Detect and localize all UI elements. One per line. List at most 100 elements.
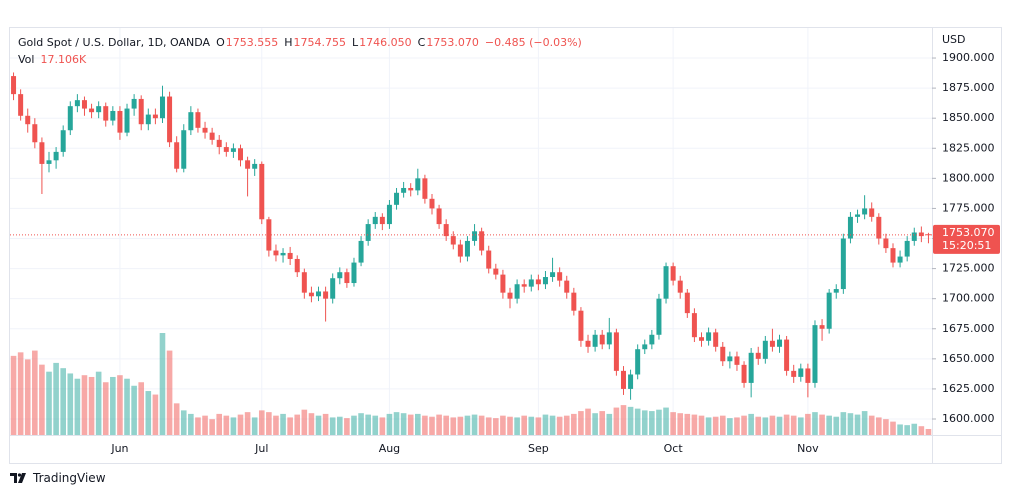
candle-body <box>748 352 754 383</box>
volume-value: 17.106K <box>40 53 87 66</box>
volume-bar <box>641 410 648 435</box>
volume-bar <box>273 415 279 435</box>
volume-bar <box>670 412 676 435</box>
volume-bar <box>471 414 478 435</box>
candle-body <box>216 139 222 148</box>
volume-bar <box>336 416 343 435</box>
y-tick-label: 1825.000 <box>942 141 995 154</box>
candle-body <box>450 236 456 245</box>
candle-body <box>699 337 704 341</box>
candle-body <box>39 142 45 164</box>
candle-body <box>493 268 499 275</box>
price-tag <box>933 224 1000 254</box>
volume-bar <box>88 376 95 435</box>
candle-body <box>81 100 87 109</box>
volume-bar <box>358 413 364 435</box>
volume-bar <box>556 416 563 435</box>
candle-body <box>301 272 307 293</box>
candle-body <box>422 178 428 199</box>
candle-body <box>557 272 563 281</box>
candle-body <box>11 76 17 95</box>
grid <box>10 28 932 435</box>
volume-bar <box>450 417 457 435</box>
candle-body <box>862 208 868 215</box>
y-tick-label: 1850.000 <box>942 111 995 124</box>
candle-body <box>649 334 655 345</box>
candle-body <box>152 114 158 119</box>
candle-body <box>507 292 513 299</box>
chart-frame <box>9 27 1002 464</box>
candle-body <box>762 340 768 359</box>
legend-value: 1754.755 <box>293 36 347 49</box>
candle-body <box>642 344 648 350</box>
volume-bar <box>379 417 386 435</box>
candle-body <box>670 266 676 281</box>
volume-bar <box>861 411 868 435</box>
candle-body <box>911 232 917 241</box>
volume-bar <box>180 410 187 435</box>
candle-body <box>713 332 719 347</box>
candle-body <box>337 272 343 279</box>
y-tick-label: 1650.000 <box>942 352 995 365</box>
candle-body <box>188 112 194 131</box>
x-tick-label: Jul <box>254 442 268 455</box>
volume-bar <box>195 417 201 435</box>
candle-body <box>408 187 414 191</box>
y-tick-label: 1625.000 <box>942 382 995 395</box>
candle-body <box>32 124 38 143</box>
candle-body <box>401 187 407 193</box>
candle-body <box>245 160 251 169</box>
candle-body <box>585 340 591 347</box>
candle-body <box>223 147 229 152</box>
volume-bar <box>46 371 52 435</box>
volume-bar <box>599 411 606 435</box>
candle-body <box>386 204 392 225</box>
candle-body <box>691 313 697 338</box>
volume-bar <box>684 413 691 435</box>
x-tick-label: Sep <box>528 442 549 455</box>
candle-body <box>145 114 151 125</box>
volume-bar <box>805 413 811 435</box>
candle-body <box>805 368 811 383</box>
volume-bar <box>67 373 74 435</box>
volume-bar <box>188 413 194 435</box>
candle-body <box>195 112 201 128</box>
candle-body <box>89 108 95 113</box>
candle-body <box>167 96 173 143</box>
volume-bar <box>691 414 698 435</box>
candle-body <box>209 132 215 140</box>
candle-body <box>25 115 31 125</box>
volume-bar <box>783 414 790 435</box>
candle-body <box>578 310 584 341</box>
candle-body <box>890 248 896 263</box>
volume-bar <box>656 409 662 435</box>
volume-bar <box>677 413 684 435</box>
candle-body <box>777 339 783 347</box>
candle-body <box>741 364 747 383</box>
candle-body <box>819 325 825 329</box>
candle-body <box>840 238 846 290</box>
volume-bar <box>322 413 329 435</box>
candle-body <box>46 160 52 164</box>
volume-bar <box>287 417 293 435</box>
volume-bar <box>549 415 556 435</box>
volume-bar <box>294 414 301 435</box>
volume-bar <box>351 415 357 435</box>
candle-body <box>897 256 903 263</box>
volume-bar <box>223 415 230 435</box>
volume-bar <box>258 410 265 435</box>
candle-body <box>798 368 804 377</box>
volume-bar <box>542 414 549 435</box>
volume-bar <box>925 428 932 435</box>
candle-body <box>429 198 435 209</box>
brand-name[interactable]: TradingView <box>33 471 106 485</box>
y-tick-label: 1700.000 <box>942 292 995 305</box>
candle-body <box>677 280 683 293</box>
volume-bar <box>429 416 435 435</box>
candle-body <box>174 142 180 169</box>
legend-key: O <box>216 36 225 49</box>
y-tick-label: 1600.000 <box>942 412 995 425</box>
candle-body <box>457 244 463 257</box>
